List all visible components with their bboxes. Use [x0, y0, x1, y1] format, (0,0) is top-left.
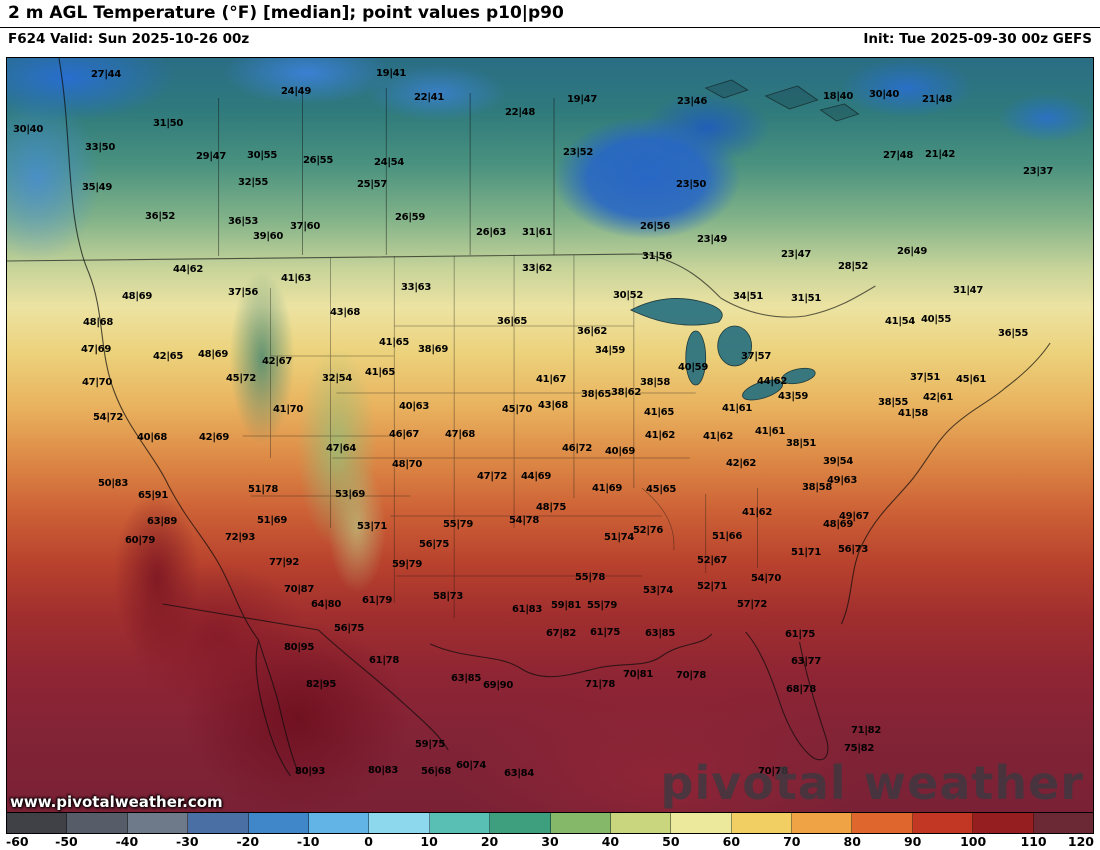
colorbar-ticks: -60 -50 -40 -30 -20 -10 0 10 20 30 40 50 60 70 80 90 100…	[6, 833, 1094, 849]
colorbar-segment	[127, 813, 189, 833]
colorbar-tick-label: 0	[364, 834, 374, 849]
great-lakes	[629, 298, 816, 401]
colorbar-tick-label: 60	[722, 834, 741, 849]
colorbar-segment	[550, 813, 611, 833]
us-canada-border	[7, 253, 876, 318]
colorbar-segment	[852, 813, 913, 833]
temperature-map	[6, 57, 1094, 814]
colorbar-segment	[1033, 813, 1093, 833]
colorbar-tick-label: 110	[1020, 834, 1047, 849]
colorbar-tick-label: 80	[843, 834, 861, 849]
province-border-lines	[218, 88, 555, 256]
colorbar-segment	[429, 813, 491, 833]
watermark-url: www.pivotalweather.com	[10, 793, 223, 811]
model-info-bar: F624 Valid: Sun 2025-10-26 00z Init: Tue…	[8, 31, 1092, 47]
colorbar-tick-label: 40	[601, 834, 620, 849]
colorbar-segment	[188, 813, 249, 833]
colorbar-tick-label: -50	[55, 834, 78, 849]
colorbar-tick-label: 90	[903, 834, 922, 849]
colorbar-segment	[67, 813, 128, 833]
colorbar-tick-label: -30	[176, 834, 199, 849]
temperature-colorbar: -60 -50 -40 -30 -20 -10 0 10 20 30 40 50 60 70 80 90 100…	[0, 812, 1100, 850]
coastlines	[58, 58, 1051, 777]
colorbar-tick-label: -40	[115, 834, 139, 849]
colorbar-segment	[369, 813, 430, 833]
colorbar-segment	[308, 813, 370, 833]
colorbar-tick-label: 30	[541, 834, 559, 849]
title-divider	[0, 27, 1100, 28]
colorbar-segment	[248, 813, 309, 833]
map-borders-overlay	[7, 58, 1051, 777]
colorbar-tick-label: 10	[420, 834, 438, 849]
page-title: 2 m AGL Temperature (°F) [median]; point…	[8, 3, 564, 23]
colorbar-tick-label: -20	[236, 834, 260, 849]
valid-time-label: F624 Valid: Sun 2025-10-26 00z	[8, 31, 250, 47]
colorbar-tick-label: 20	[480, 834, 499, 849]
colorbar-tick-label: -60	[6, 834, 29, 849]
colorbar-segment	[610, 813, 672, 833]
colorbar-segment	[731, 813, 793, 833]
colorbar-segment	[973, 813, 1034, 833]
state-border-lines	[242, 255, 759, 618]
colorbar-segment	[490, 813, 551, 833]
colorbar-segment	[912, 813, 974, 833]
colorbar-segment	[792, 813, 853, 833]
colorbar-tick-label: -10	[296, 834, 320, 849]
colorbar-tick-label: 120	[1067, 834, 1094, 849]
colorbar-tick-label: 50	[662, 834, 680, 849]
init-time-label: Init: Tue 2025-09-30 00z GEFS	[863, 31, 1092, 47]
colorbar-segment	[7, 813, 68, 833]
arctic-islands	[704, 79, 860, 122]
watermark-brand: pivotal weather	[660, 756, 1084, 810]
colorbar-tick-label: 70	[783, 834, 801, 849]
colorbar-segment	[671, 813, 732, 833]
colorbar-tick-label: 100	[960, 834, 987, 849]
colorbar-gradient	[6, 812, 1094, 834]
